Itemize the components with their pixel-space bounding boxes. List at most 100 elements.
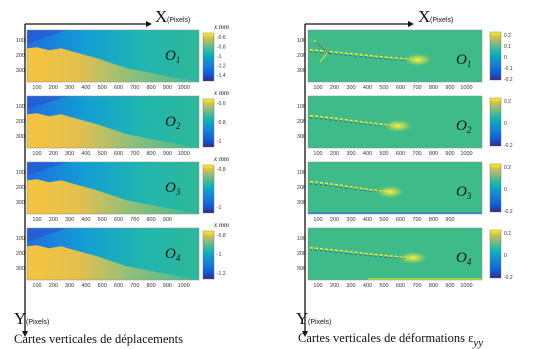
x-tick-label: 600 xyxy=(396,151,405,157)
y-tick-label: 100 xyxy=(297,236,306,242)
colorbar-unit: x mm xyxy=(213,221,229,229)
y-tick-label: 300 xyxy=(297,266,306,272)
x-tick-label: 400 xyxy=(363,283,372,289)
map-frame xyxy=(26,29,200,83)
x-tick-label: 1000 xyxy=(460,151,472,157)
right-x-axis-label: X xyxy=(418,7,430,26)
observation-index: 2 xyxy=(467,125,472,135)
x-tick-label: 200 xyxy=(330,283,339,289)
colorbar-tick-label: -1.4 xyxy=(217,73,226,79)
x-tick-label: 400 xyxy=(81,85,90,91)
x-tick-label: 900 xyxy=(445,151,454,157)
x-tick-label: 800 xyxy=(429,151,438,157)
x-tick-label: 900 xyxy=(445,217,454,223)
x-tick-label: 400 xyxy=(81,151,90,157)
left-x-axis-unit: (Pixels) xyxy=(167,17,190,24)
observation-index: 2 xyxy=(176,121,181,131)
colorbar-tick-label: -1.2 xyxy=(217,271,226,277)
x-tick-label: 500 xyxy=(379,217,388,223)
x-tick-label: 200 xyxy=(49,85,58,91)
lower-displacement-region xyxy=(27,113,199,148)
x-tick-label: 900 xyxy=(445,283,454,289)
strain-field xyxy=(308,228,482,280)
x-tick-label: 800 xyxy=(429,85,438,91)
crack-tip xyxy=(402,52,434,67)
colorbar xyxy=(489,31,502,81)
y-tick-label: 300 xyxy=(16,200,25,206)
x-tick-label: 300 xyxy=(346,217,355,223)
colorbar xyxy=(489,229,502,279)
y-tick-label: 100 xyxy=(16,236,25,242)
strain-field xyxy=(308,30,482,82)
x-tick-label: 200 xyxy=(49,217,58,223)
right-y-axis-unit: (Pixels) xyxy=(308,319,331,326)
upper-corner-region xyxy=(27,30,67,44)
x-tick-label: 900 xyxy=(163,85,172,91)
colorbar-tick-label: -0.8 xyxy=(217,45,226,51)
y-tick-label: 300 xyxy=(16,68,25,74)
x-tick-label: 800 xyxy=(147,217,156,223)
right-caption-text: Cartes verticales de déformations ε xyxy=(298,331,473,345)
x-tick-label: 900 xyxy=(163,151,172,157)
x-tick-label: 700 xyxy=(130,151,139,157)
colorbar-tick-label: 0.1 xyxy=(504,44,511,50)
colorbar-tick-label: 0.2 xyxy=(504,165,511,171)
x-tick-label: 600 xyxy=(396,217,405,223)
observation-index: 1 xyxy=(176,55,181,65)
colorbar-tick-label: 0 xyxy=(504,187,507,193)
map-frame xyxy=(26,95,200,149)
y-tick-label: 100 xyxy=(16,38,25,44)
crack-tip xyxy=(374,184,406,199)
y-tick-label: 200 xyxy=(16,53,25,59)
x-tick-label: 300 xyxy=(346,151,355,157)
displacement-map-2: 100 200 300 100 200 300 400 500 600 700 800 900 1000… xyxy=(16,89,229,157)
x-tick-label: 700 xyxy=(130,85,139,91)
right-y-axis-label: Y xyxy=(296,309,308,328)
colorbar-tick-label: -0.2 xyxy=(504,275,513,281)
x-tick-label: 400 xyxy=(363,151,372,157)
x-tick-label: 900 xyxy=(163,283,172,289)
y-tick-label: 300 xyxy=(297,68,306,74)
secondary-crack-edge xyxy=(315,41,331,55)
x-tick-label: 600 xyxy=(114,283,123,289)
y-tick-label: 200 xyxy=(16,185,25,191)
map-frame xyxy=(26,227,200,281)
colorbar xyxy=(202,32,215,82)
y-tick-label: 100 xyxy=(16,104,25,110)
map-frame xyxy=(307,227,483,281)
displacement-maps-column: 100 200 300 100 200 300 400 500 600 700 800 900 1000… xyxy=(16,23,229,289)
x-tick-label: 100 xyxy=(313,217,322,223)
x-tick-label: 400 xyxy=(363,217,372,223)
x-tick-label: 400 xyxy=(363,85,372,91)
x-tick-label: 500 xyxy=(98,85,107,91)
observation-index: 1 xyxy=(467,59,472,69)
x-tick-label: 1000 xyxy=(460,283,472,289)
x-tick-label: 600 xyxy=(114,85,123,91)
observation-index: 4 xyxy=(176,253,181,263)
crack-tip xyxy=(382,118,414,133)
colorbar-tick-label: 0.2 xyxy=(504,99,511,105)
colorbar-tick-label: -0.6 xyxy=(217,35,226,41)
x-tick-label: 200 xyxy=(330,85,339,91)
y-tick-label: 200 xyxy=(16,251,25,257)
upper-corner-region xyxy=(27,162,67,176)
crack-path xyxy=(309,115,399,127)
right-axis-arrows xyxy=(302,21,414,337)
colorbar-tick-label: -0.2 xyxy=(504,77,513,83)
x-tick-label: 200 xyxy=(330,151,339,157)
y-tick-label: 300 xyxy=(297,200,306,206)
x-tick-label: 100 xyxy=(313,85,322,91)
colorbar-tick-label: 0.2 xyxy=(504,33,511,39)
x-tick-label: 700 xyxy=(412,283,421,289)
x-tick-label: 800 xyxy=(429,217,438,223)
upper-corner-region xyxy=(27,96,67,110)
crack-tip xyxy=(397,250,429,265)
x-tick-label: 300 xyxy=(65,151,74,157)
colorbar-unit: x mm xyxy=(213,155,229,163)
y-tick-label: 300 xyxy=(16,134,25,140)
colorbar-tick-label: 0 xyxy=(504,55,507,61)
x-tick-label: 500 xyxy=(98,283,107,289)
x-tick-label: 500 xyxy=(379,283,388,289)
x-tick-label: 100 xyxy=(32,151,41,157)
